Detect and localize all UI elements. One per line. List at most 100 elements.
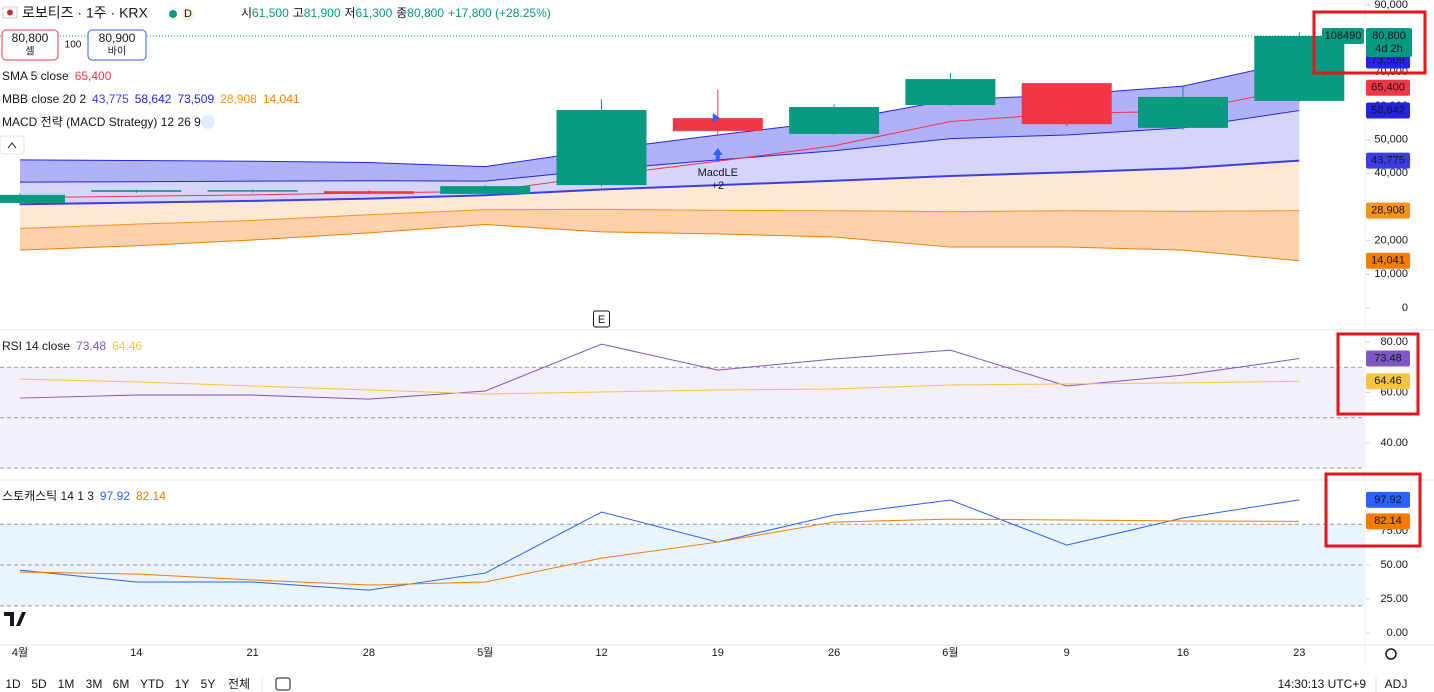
sma-value: 65,400 <box>75 69 112 83</box>
y-tick-label: 10,000 <box>1374 268 1408 280</box>
value-tag <box>1366 491 1410 508</box>
calendar-icon[interactable] <box>275 677 291 691</box>
candle-body <box>789 106 880 134</box>
candle-body <box>1254 35 1345 101</box>
price-tag <box>1366 79 1410 96</box>
candle-body <box>672 118 763 131</box>
indicator-title: 스토캐스틱 14 1 3 <box>2 489 94 503</box>
legend-value: 64.46 <box>112 339 142 353</box>
band-fill <box>20 209 1300 261</box>
close-tag-label: 80,800 <box>1372 30 1406 42</box>
x-tick-label: 9 <box>1064 647 1070 659</box>
mbb-value: 28,908 <box>220 92 257 106</box>
x-tick-label: 28 <box>363 647 375 659</box>
countdown: 4d 2h <box>1375 43 1403 55</box>
signal-qty: +2 <box>712 180 725 192</box>
y-tick-label: 50,000 <box>1374 134 1408 146</box>
indicator-legend: 스토캐스틱 14 1 3 97.92 82.14 <box>2 489 166 503</box>
indicator-line <box>19 518 1300 586</box>
sma-name: SMA 5 close <box>2 69 69 83</box>
quantity: 100 <box>65 40 82 51</box>
value-tag-label: 73.48 <box>1374 352 1402 364</box>
close-tag <box>1366 27 1412 57</box>
value-tag <box>1366 513 1410 530</box>
adj-button[interactable]: ADJ <box>1385 677 1408 691</box>
value-tag-label: 64.46 <box>1374 375 1402 387</box>
buy-button[interactable] <box>87 29 147 61</box>
band-line <box>19 159 1300 206</box>
buy-label: 바이 <box>108 46 126 58</box>
value-tag-label: 82.14 <box>1374 515 1402 527</box>
sell-label: 셀 <box>25 46 34 58</box>
y-tick-label: 40.00 <box>1380 437 1408 449</box>
y-tick-label: 25.00 <box>1380 593 1408 605</box>
price-tag <box>1366 102 1410 119</box>
ohlc-label: 저 <box>345 6 356 20</box>
ohlc-label: 고 <box>293 6 304 20</box>
candle-body <box>1021 83 1112 125</box>
range-button[interactable]: 6M <box>113 677 130 691</box>
x-tick-label: 19 <box>712 647 724 659</box>
highlight-box <box>1336 332 1420 416</box>
sell-button[interactable] <box>1 29 59 61</box>
highlight-box <box>1324 472 1422 548</box>
range-button[interactable]: 1M <box>58 677 75 691</box>
band-line <box>19 110 1300 183</box>
price-tag-label: 28,908 <box>1371 205 1405 217</box>
settings-icon[interactable] <box>1385 648 1397 660</box>
mbb-value: 73,509 <box>177 92 214 106</box>
logo-mark <box>4 612 26 626</box>
range-button[interactable]: 3M <box>86 677 103 691</box>
mbb-value: 14,041 <box>263 92 300 106</box>
value-tag <box>1366 373 1410 390</box>
ohlc-label: 종 <box>396 6 407 20</box>
highlight-box <box>1312 10 1427 75</box>
range-button[interactable]: 1Y <box>175 677 190 691</box>
symbol: 로보티즈 · 1주 · KRX <box>22 5 149 21</box>
range-button[interactable]: 전체 <box>228 677 250 691</box>
event-label: E <box>598 314 605 326</box>
y-tick-label: 80.00 <box>1380 336 1408 348</box>
strategy-marker <box>712 113 720 123</box>
y-tick-label: 90,000 <box>1374 0 1408 11</box>
interval-badge-bg <box>181 7 195 21</box>
y-tick-label: 0 <box>1402 302 1408 314</box>
range-button[interactable]: 1D <box>5 677 21 691</box>
y-tick-label: 0.00 <box>1387 627 1408 639</box>
legend-value: 97.92 <box>100 489 130 503</box>
collapse-icon <box>7 142 17 149</box>
price-tag-label: 73,509 <box>1371 54 1405 66</box>
x-tick-label: 21 <box>246 647 258 659</box>
ohlc-value: 61,500 <box>252 6 289 20</box>
price-tag <box>1366 152 1410 169</box>
price-tag-label: 43,775 <box>1371 155 1405 167</box>
y-tick-label: 20,000 <box>1374 235 1408 247</box>
ohlc-value: 81,900 <box>304 6 341 20</box>
flag-dot <box>7 9 13 16</box>
band-line <box>19 224 1300 262</box>
event-box[interactable] <box>593 310 610 328</box>
candle-body <box>1138 96 1228 128</box>
candle-body <box>0 194 65 203</box>
ohlc-label: 시 <box>241 6 252 20</box>
ohlc-value: 61,300 <box>356 6 393 20</box>
sell-price: 80,800 <box>12 31 49 45</box>
price-tag <box>1366 252 1410 269</box>
strategy-icon[interactable] <box>201 115 215 129</box>
candle-body <box>323 191 414 194</box>
x-tick-label: 16 <box>1177 647 1189 659</box>
range-button[interactable]: 5Y <box>201 677 216 691</box>
indicator-legend: RSI 14 close 73.48 64.46 <box>2 339 142 353</box>
range-button[interactable]: 5D <box>31 677 47 691</box>
collapse-button[interactable] <box>0 135 25 155</box>
volume-tag-label: 108490 <box>1325 30 1362 42</box>
range-button[interactable]: YTD <box>140 677 164 691</box>
clock: 14:30:13 UTC+9 <box>1278 677 1367 691</box>
indicator-title: RSI 14 close <box>2 339 70 353</box>
x-tick-label: 23 <box>1293 647 1305 659</box>
value-tag <box>1366 350 1410 367</box>
legend-value: 82.14 <box>136 489 166 503</box>
mbb-value: 58,642 <box>135 92 172 106</box>
value-tag-label: 97.92 <box>1374 494 1402 506</box>
